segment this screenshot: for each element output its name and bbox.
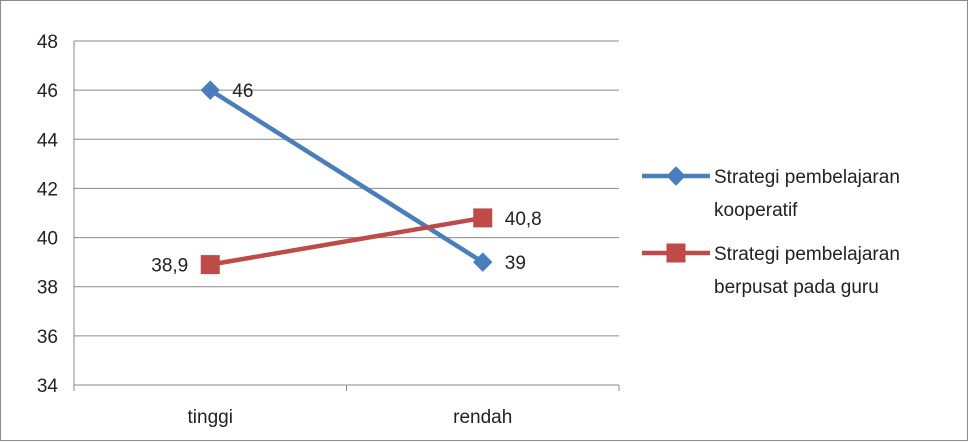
y-tick-label: 44 (37, 130, 59, 151)
legend-label: Strategi pembelajaran (714, 244, 900, 265)
legend-label: berpusat pada guru (714, 277, 879, 298)
y-tick-label: 38 (37, 278, 58, 299)
legend-marker-2 (666, 243, 686, 263)
y-tick-label: 48 (37, 32, 58, 53)
legend-label: Strategi pembelajaran (714, 167, 900, 188)
data-label: 46 (232, 81, 253, 102)
data-point-marker (200, 80, 220, 100)
y-tick-label: 42 (37, 179, 58, 200)
gridlines (74, 40, 619, 337)
axes: 34 36 38 40 42 44 46 48 tinggi rendah (37, 32, 620, 428)
x-tick-label: rendah (453, 407, 512, 428)
y-tick-label: 40 (37, 229, 58, 250)
data-labels: 46 39 38,9 40,8 (151, 81, 541, 276)
series-group (200, 80, 493, 275)
data-label: 38,9 (151, 256, 188, 277)
y-tick-label: 34 (37, 376, 59, 397)
data-point-marker (473, 252, 493, 272)
data-label: 39 (505, 253, 526, 274)
legend-marker-1 (666, 166, 686, 186)
data-point-marker (473, 208, 493, 228)
data-label: 40,8 (505, 209, 542, 230)
y-tick-label: 46 (37, 81, 58, 102)
series-line-1 (209, 88, 484, 265)
y-tick-label: 36 (37, 327, 58, 348)
x-tick-label: tinggi (188, 407, 233, 428)
legend: Strategi pembelajaran kooperatif Strategi … (642, 166, 900, 298)
data-point-marker (200, 255, 220, 275)
legend-label: kooperatif (714, 200, 798, 221)
series-line-2 (209, 215, 484, 267)
